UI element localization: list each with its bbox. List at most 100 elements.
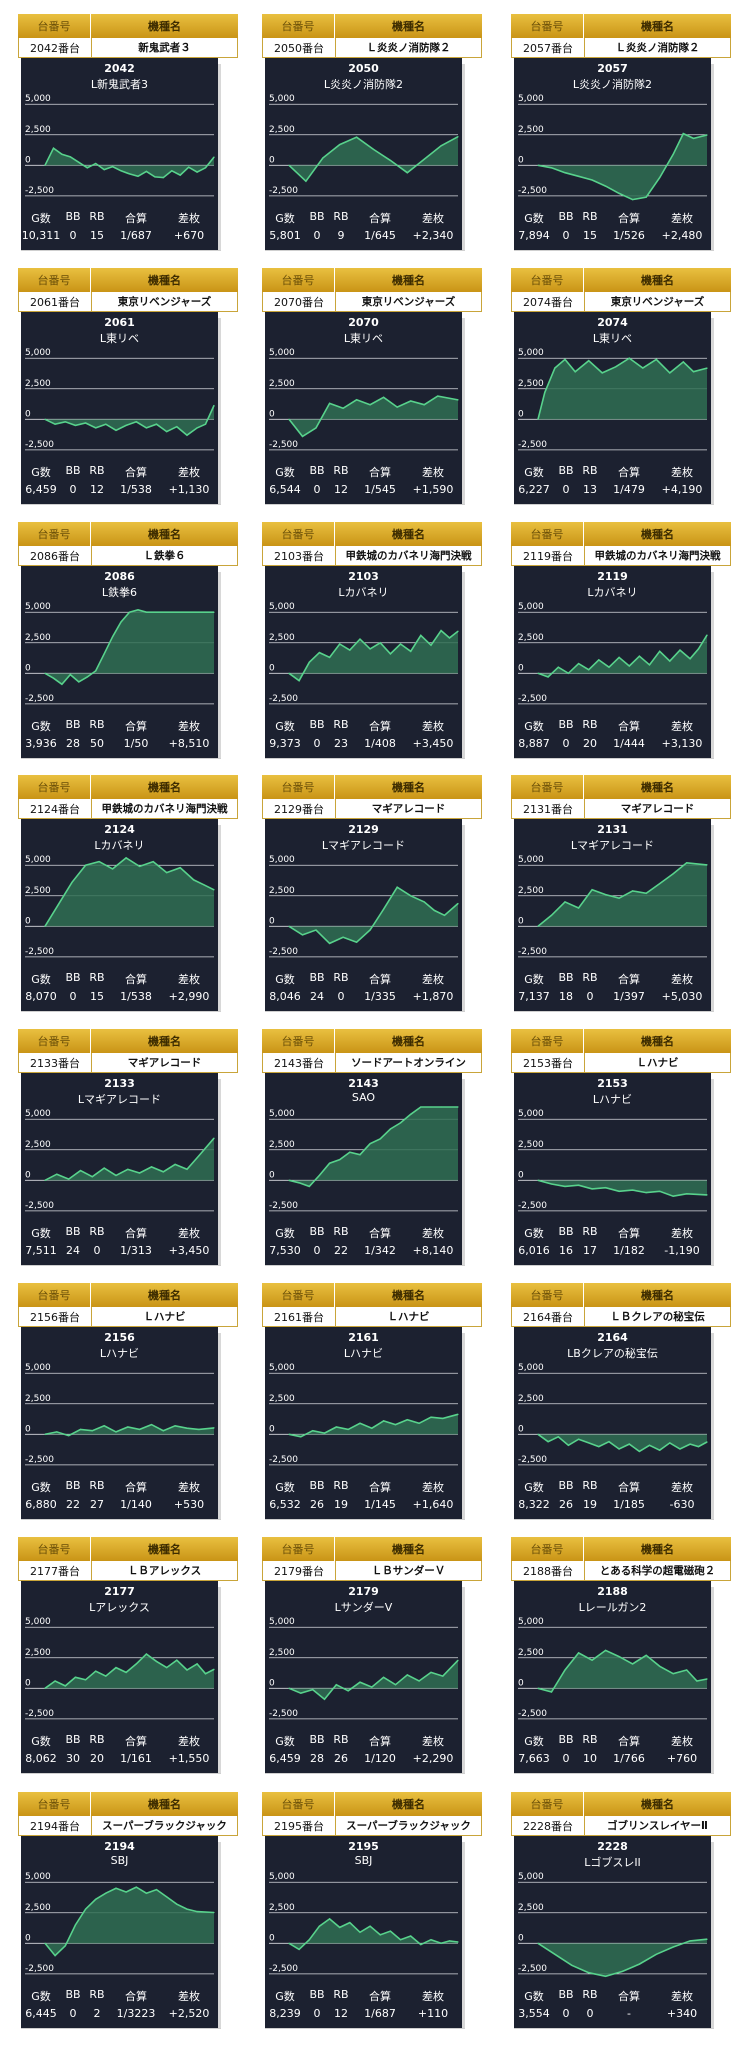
machine-card[interactable]: 台番号 機種名 2050番台 Ｌ炎炎ノ消防隊２ 2050 L炎炎ノ消防隊2 5,000 2,5… <box>262 14 482 251</box>
machine-banner-no: 2057番台 <box>512 38 585 57</box>
data-point <box>628 1443 630 1445</box>
chart-machine-number: 2153 <box>597 1077 628 1090</box>
stat-ratio: 1/397 <box>613 990 645 1003</box>
data-point <box>213 611 215 613</box>
machine-card[interactable]: 台番号 機種名 2119番台 甲鉄城のカバネリ海門決戦 2119 Lカバネリ 5,000 2,… <box>511 522 731 759</box>
machine-card[interactable]: 台番号 機種名 2228番台 ゴブリンスレイヤーⅡ 2228 LゴブスレII 5,000 2,… <box>511 1792 731 2029</box>
stat-label-bb: BB <box>65 210 81 223</box>
y-tick-label: -2,500 <box>269 947 298 957</box>
header-machine-name-label: 機種名 <box>641 1543 674 1556</box>
stat-diff: +1,130 <box>168 483 210 496</box>
y-tick-label: 0 <box>25 1678 31 1688</box>
machine-card[interactable]: 台番号 機種名 2153番台 Ｌハナビ 2153 Lハナビ 5,000 2,500 0 -2,50… <box>511 1029 731 1266</box>
data-point <box>550 914 553 916</box>
stat-label-diff: 差枚 <box>671 1227 693 1240</box>
data-point <box>288 1179 290 1181</box>
machine-card[interactable]: 台番号 機種名 2086番台 Ｌ鉄拳６ 2086 L鉄拳6 5,000 2,500 0 -2,50… <box>18 522 238 759</box>
machine-model-name: Ｌハナビ <box>636 1057 679 1069</box>
data-point <box>591 179 593 181</box>
machine-card[interactable]: 台番号 機種名 2188番台 とある科学の超電磁砲２ 2188 Lレールガン2 5,000 2… <box>511 1537 731 1774</box>
data-point <box>359 1422 361 1424</box>
data-point <box>410 650 412 652</box>
data-point <box>44 1433 46 1435</box>
machine-card[interactable]: 台番号 機種名 2074番台 東京リベンジャーズ 2074 L東リベ 5,000 2,500 0… <box>511 268 731 505</box>
chart-title: Lマギアレコード <box>77 1093 162 1106</box>
data-point <box>186 1908 188 1910</box>
machine-card[interactable]: 台番号 機種名 2042番台 新鬼武者３ 2042 L新鬼武者3 5,000 2,500 0 -2… <box>18 14 238 251</box>
machine-card[interactable]: 台番号 機種名 2103番台 甲鉄城のカバネリ海門決戦 2103 Lカバネリ 5,000 2,… <box>262 522 482 759</box>
stats-header-row: G数 BB RB 合算 差枚 <box>514 1988 711 2004</box>
y-tick-label: -2,500 <box>518 947 547 957</box>
machine-card[interactable]: 台番号 機種名 2131番台 マギアレコード 2131 Lマギアレコード 5,000 2,50… <box>511 775 731 1012</box>
chart-title: Lマギアレコード <box>321 839 406 852</box>
machine-card[interactable]: 台番号 機種名 2164番台 ＬＢクレアの秘宝伝 2164 LBクレアの秘宝伝 5,000 2… <box>511 1283 731 1520</box>
slump-area <box>538 358 707 420</box>
stats-header-row: G数 BB RB 合算 差枚 <box>265 1988 462 2004</box>
stat-bb: 0 <box>69 483 77 496</box>
chart-panel: 2129 Lマギアレコード 5,000 2,500 0 -2,500 G数 BB RB 合算 差枚 8… <box>265 819 462 1012</box>
data-point <box>85 864 87 866</box>
stat-games: 7,894 <box>518 229 550 242</box>
stat-rb: 15 <box>583 229 597 242</box>
machine-banner-no: 2042番台 <box>19 38 92 57</box>
data-point <box>669 372 671 374</box>
stats-table: G数 BB RB 合算 差枚 8,070 0 15 1/538 +2,990 <box>21 971 218 1003</box>
data-point <box>550 1691 553 1693</box>
card-shadow <box>711 1587 714 1774</box>
slump-area <box>45 857 214 927</box>
chart-title: L東リベ <box>343 332 384 345</box>
data-point <box>430 1671 432 1673</box>
data-point <box>537 925 539 927</box>
data-point <box>56 1173 58 1175</box>
stat-games: 10,311 <box>21 229 61 242</box>
chart-machine-number: 2143 <box>348 1077 379 1090</box>
machine-card[interactable]: 台番号 機種名 2124番台 甲鉄城のカバネリ海門決戦 2124 Lカバネリ 5,000 2,… <box>18 775 238 1012</box>
data-point <box>442 1675 444 1677</box>
data-point <box>440 145 442 147</box>
stat-label-bb: BB <box>65 1733 81 1746</box>
stat-label-diff: 差枚 <box>178 1735 200 1748</box>
data-point <box>430 1416 432 1418</box>
data-point <box>105 1892 107 1894</box>
stat-games: 8,239 <box>269 2007 301 2020</box>
data-point <box>213 1137 215 1139</box>
machine-card[interactable]: 台番号 機種名 2061番台 東京リベンジャーズ 2061 L東リベ 5,000 2,500 0… <box>18 268 238 505</box>
machine-card[interactable]: 台番号 機種名 2070番台 東京リベンジャーズ 2070 L東リベ 5,000 2,500 0… <box>262 268 482 505</box>
machine-card[interactable]: 台番号 機種名 2129番台 マギアレコード 2129 Lマギアレコード 5,000 2,50… <box>262 775 482 1012</box>
data-point <box>198 1428 200 1430</box>
machine-card[interactable]: 台番号 機種名 2195番台 スーパーブラックジャック 2195 SBJ 5,000 2,50… <box>262 1792 482 2029</box>
machine-card[interactable]: 台番号 機種名 2156番台 Ｌハナビ 2156 Lハナビ 5,000 2,500 0 -2,50… <box>18 1283 238 1520</box>
data-point <box>567 1444 569 1446</box>
machine-card[interactable]: 台番号 機種名 2179番台 ＬＢサンダーＶ 2179 LサンダーV 5,000 2,500 0… <box>262 1537 482 1774</box>
machine-card[interactable]: 台番号 機種名 2143番台 ソードアートオンライン 2143 SAO 5,000 2,500… <box>262 1029 482 1266</box>
data-point <box>706 1678 708 1680</box>
header-machine-no-label: 台番号 <box>511 1029 584 1053</box>
stats-value-row: 8,046 24 0 1/335 +1,870 <box>265 990 462 1003</box>
y-tick-label: 2,500 <box>518 886 544 896</box>
data-point <box>557 666 559 668</box>
machine-card[interactable]: 台番号 機種名 2161番台 Ｌハナビ 2161 Lハナビ 5,000 2,500 0 -2,50… <box>262 1283 482 1520</box>
machine-card[interactable]: 台番号 機種名 2177番台 ＬＢアレックス 2177 Lアレックス 5,000 2,500 0… <box>18 1537 238 1774</box>
data-point <box>399 1939 402 1941</box>
data-point <box>322 157 324 159</box>
data-point <box>166 1667 168 1669</box>
card-header: 台番号 機種名 <box>262 775 482 799</box>
data-point <box>383 1420 385 1422</box>
slump-line <box>537 132 708 201</box>
chart-title: L新鬼武者3 <box>90 78 149 91</box>
data-point <box>68 1178 70 1180</box>
data-point <box>679 1448 681 1450</box>
data-point <box>196 171 198 173</box>
data-point <box>437 395 439 397</box>
data-point <box>176 1659 178 1661</box>
y-tick-label: 5,000 <box>25 855 51 865</box>
machine-card[interactable]: 台番号 機種名 2133番台 マギアレコード 2133 Lマギアレコード 5,000 2,50… <box>18 1029 238 1266</box>
data-point <box>145 611 147 613</box>
stat-label-rb: RB <box>582 210 598 223</box>
card-bottom-line <box>265 250 465 251</box>
machine-banner-no: 2188番台 <box>512 1561 585 1580</box>
machine-card[interactable]: 台番号 機種名 2194番台 スーパーブラックジャック 2194 SBJ 5,000 2,50… <box>18 1792 238 2029</box>
stats-table: G数 BB RB 合算 差枚 6,227 0 13 1/479 +4,190 <box>514 464 711 496</box>
machine-card[interactable]: 台番号 機種名 2057番台 Ｌ炎炎ノ消防隊２ 2057 L炎炎ノ消防隊2 5,000 2,5… <box>511 14 731 251</box>
data-point <box>103 653 105 655</box>
